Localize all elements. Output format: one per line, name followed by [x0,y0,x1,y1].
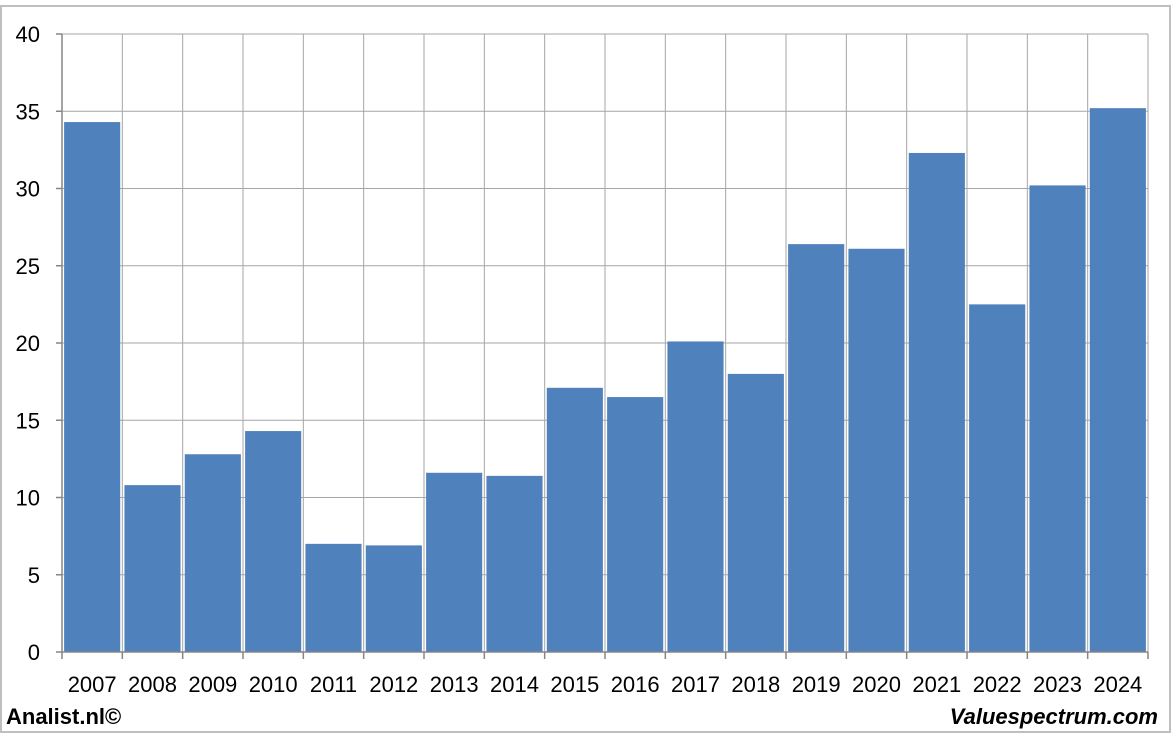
bar-2020 [848,248,905,652]
x-tick-label: 2007 [68,672,117,697]
x-tick-label: 2022 [973,672,1022,697]
y-tick-label: 30 [16,177,40,202]
bar-2009 [184,454,241,652]
bar-2012 [365,545,422,652]
footer-right-credit: Valuespectrum.com [950,704,1158,729]
footer-left-credit: Analist.nl© [6,704,121,729]
y-tick-label: 25 [16,254,40,279]
x-tick-label: 2016 [611,672,660,697]
x-tick-label: 2013 [430,672,479,697]
x-tick-label: 2023 [1033,672,1082,697]
x-tick-label: 2015 [550,672,599,697]
bar-2013 [426,472,483,652]
y-tick-label: 0 [28,640,40,665]
bar-2015 [546,387,603,652]
y-tick-label: 10 [16,486,40,511]
y-tick-label: 40 [16,22,40,47]
bar-2010 [245,431,302,652]
x-tick-labels: 2007 2008 2009 2010 2011 2012 2013 2014 2015 2016… [68,672,1143,697]
x-tick-label: 2019 [792,672,841,697]
bar-2007 [64,122,121,652]
bar-2022 [969,304,1026,652]
x-tick-label: 2021 [912,672,961,697]
bar-2018 [727,373,784,652]
x-tick-label: 2010 [249,672,298,697]
y-tick-label: 5 [28,563,40,588]
x-tick-label: 2009 [188,672,237,697]
x-tick-label: 2008 [128,672,177,697]
x-tick-label: 2014 [490,672,539,697]
bar-2011 [305,543,362,652]
axes [56,33,1149,659]
vertical-gridlines [121,34,1149,652]
y-tick-label: 15 [16,408,40,433]
x-tick-label: 2012 [369,672,418,697]
bar-2021 [908,152,965,652]
bar-2023 [1029,185,1086,652]
bar-2016 [607,397,664,652]
bar-2024 [1089,108,1146,652]
bar-2017 [667,341,724,652]
x-tick-label: 2017 [671,672,720,697]
y-tick-label: 20 [16,331,40,356]
bar-2014 [486,475,543,652]
bar-2019 [788,244,845,652]
x-tick-label: 2011 [310,672,357,697]
y-tick-label: 35 [16,99,40,124]
bars [64,108,1146,652]
bar-2008 [124,485,181,652]
y-tick-labels: 0 5 10 15 20 25 30 35 40 [16,22,40,665]
x-tick-label: 2020 [852,672,901,697]
x-tick-label: 2024 [1093,672,1142,697]
x-tick-label: 2018 [731,672,780,697]
